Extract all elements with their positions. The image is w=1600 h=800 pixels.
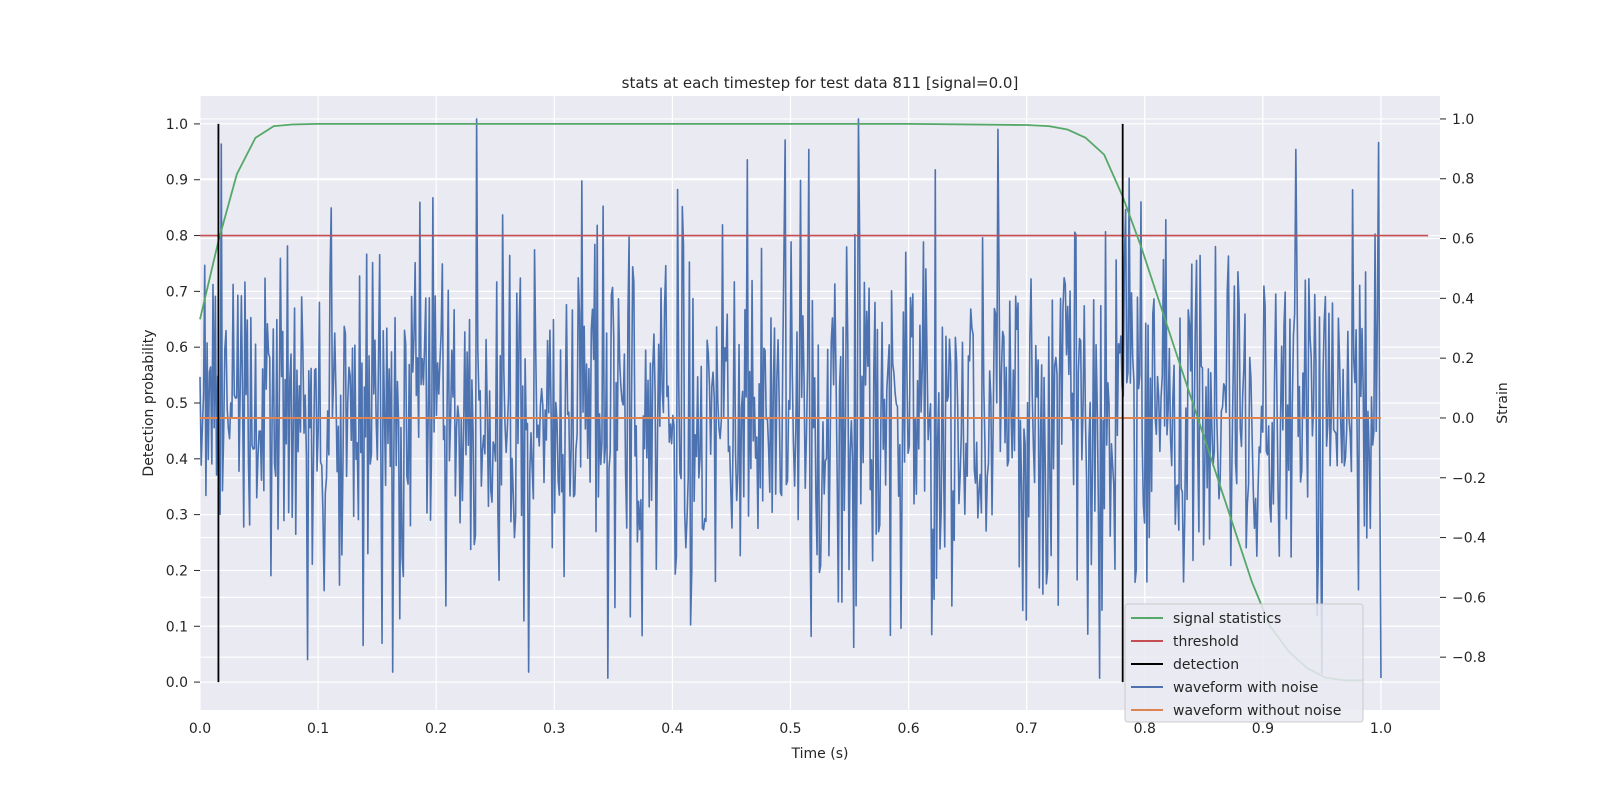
x-tick-label: 0.2 [425,721,447,737]
y2-tick-label: 0.8 [1452,172,1474,188]
legend-entry: threshold [1173,634,1239,650]
legend-entry: waveform with noise [1173,680,1318,696]
y-tick-label: 0.0 [166,675,188,691]
y-tick-label: 0.4 [166,452,188,468]
x-tick-label: 0.4 [661,721,683,737]
y-axis-ticks: 0.0 0.1 0.2 0.3 0.4 0.5 0.6 0.7 0.8 0.9 1.0 [166,117,200,691]
legend-box [1124,603,1364,723]
legend-entry: detection [1173,657,1239,673]
x-tick-label: 1.0 [1370,721,1392,737]
y-tick-label: 0.7 [166,284,188,300]
x-tick-label: 0.9 [1252,721,1274,737]
y-tick-label: 0.3 [166,508,188,524]
y2-tick-label: −0.6 [1452,590,1486,606]
y-tick-label: 0.8 [166,229,188,245]
x-tick-label: 0.6 [897,721,919,737]
y-tick-label: 0.1 [166,619,188,635]
x-tick-label: 0.0 [189,721,211,737]
x-tick-label: 0.3 [543,721,565,737]
y2-tick-label: −0.8 [1452,650,1486,666]
x-tick-label: 0.7 [1016,721,1038,737]
y-axis-label: Detection probability [141,329,157,476]
y2-tick-label: 0.6 [1452,232,1474,248]
chart-title: stats at each timestep for test data 811… [622,74,1019,92]
x-tick-label: 0.8 [1134,721,1156,737]
y-tick-label: 0.6 [166,340,188,356]
y2-axis-label: Strain [1495,382,1511,423]
x-axis-label: Time (s) [791,746,849,762]
y2-tick-label: 0.4 [1452,291,1474,307]
y2-axis-ticks: −0.8 −0.6 −0.4 −0.2 0.0 0.2 0.4 0.6 0.8 1.0 [1440,112,1486,666]
y-tick-label: 0.2 [166,563,188,579]
x-axis-ticks: 0.0 0.1 0.2 0.3 0.4 0.5 0.6 0.7 0.8 0.9 1.0 [189,721,1392,737]
y-tick-label: 1.0 [166,117,188,133]
y2-tick-label: 0.2 [1452,351,1474,367]
legend: signal statistics threshold detection wavef… [1124,603,1364,723]
x-tick-label: 0.5 [779,721,801,737]
y-tick-label: 0.9 [166,173,188,189]
y2-tick-label: 0.0 [1452,411,1474,427]
legend-entry: waveform without noise [1173,703,1341,719]
y2-tick-label: −0.4 [1452,531,1486,547]
y2-tick-label: 1.0 [1452,112,1474,128]
y2-tick-label: −0.2 [1452,471,1486,487]
y-tick-label: 0.5 [166,396,188,412]
x-tick-label: 0.1 [307,721,329,737]
legend-entry: signal statistics [1173,611,1281,627]
series-waveform-with-noise [199,118,1382,679]
